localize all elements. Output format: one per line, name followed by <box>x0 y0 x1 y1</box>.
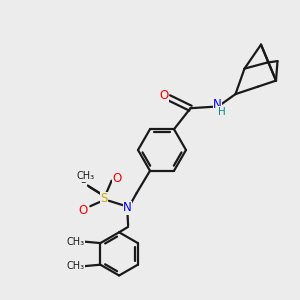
Text: N: N <box>123 201 132 214</box>
Text: S: S <box>100 192 108 205</box>
Text: CH₃: CH₃ <box>66 237 85 247</box>
Text: O: O <box>79 204 88 217</box>
Text: S: S <box>82 178 83 179</box>
Text: CH₃: CH₃ <box>66 261 85 271</box>
Text: S: S <box>80 175 86 185</box>
Text: CH₃: CH₃ <box>76 172 94 182</box>
Text: N: N <box>213 98 222 111</box>
Text: O: O <box>112 172 122 185</box>
Text: O: O <box>159 89 168 102</box>
Text: H: H <box>218 107 226 117</box>
